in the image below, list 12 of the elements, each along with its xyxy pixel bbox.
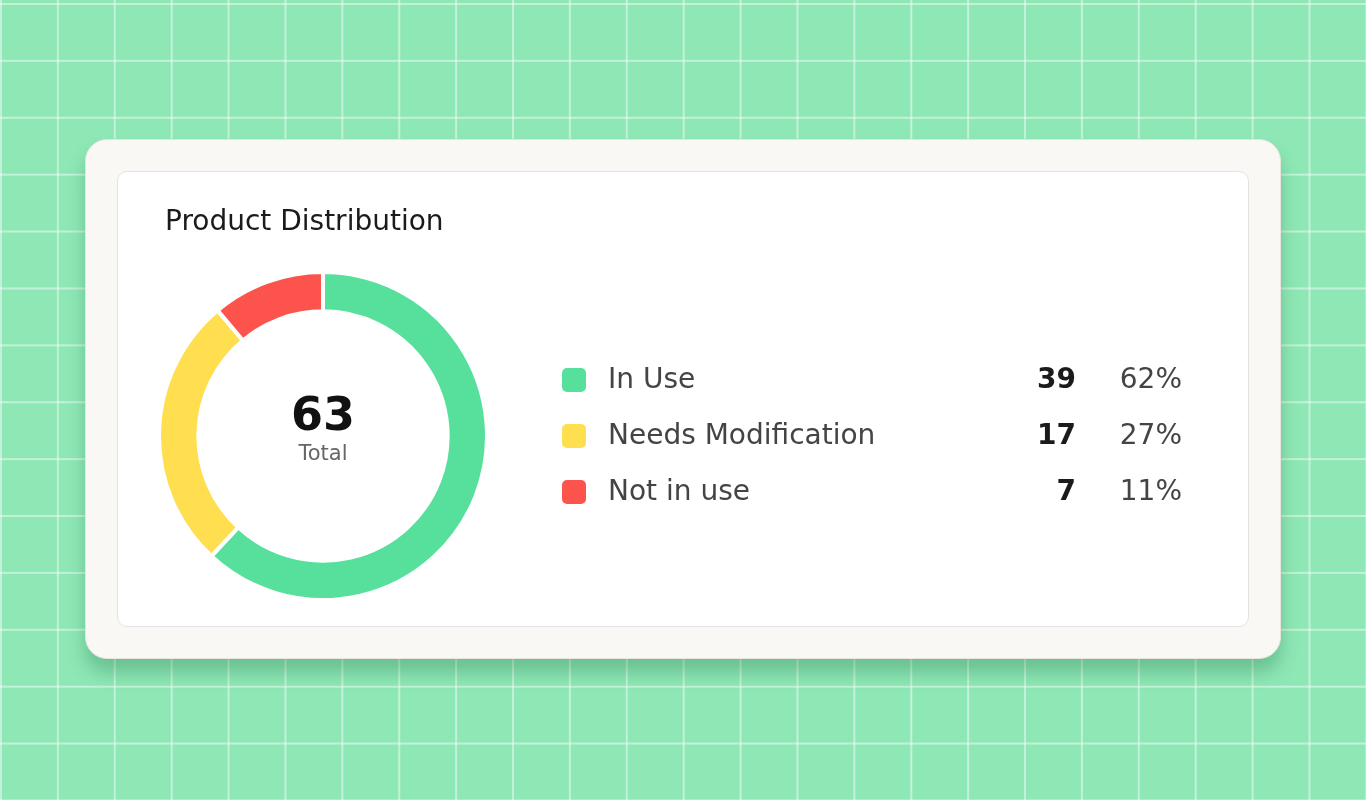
- text: 62%: [1119, 362, 1182, 395]
- legend-label: Needs Modification: [608, 418, 876, 451]
- text: Total: [297, 440, 349, 466]
- data-label: 39: [1037, 362, 1076, 395]
- data-label: 17: [1037, 418, 1076, 451]
- text: 27%: [1119, 418, 1182, 451]
- legend-label: Not in use: [608, 474, 750, 507]
- text: 63: [290, 387, 356, 441]
- text: 11%: [1119, 474, 1182, 507]
- data-label: 7: [1056, 474, 1076, 507]
- legend-label: In Use: [608, 362, 696, 395]
- chart-title: Product Distribution: [165, 204, 444, 237]
